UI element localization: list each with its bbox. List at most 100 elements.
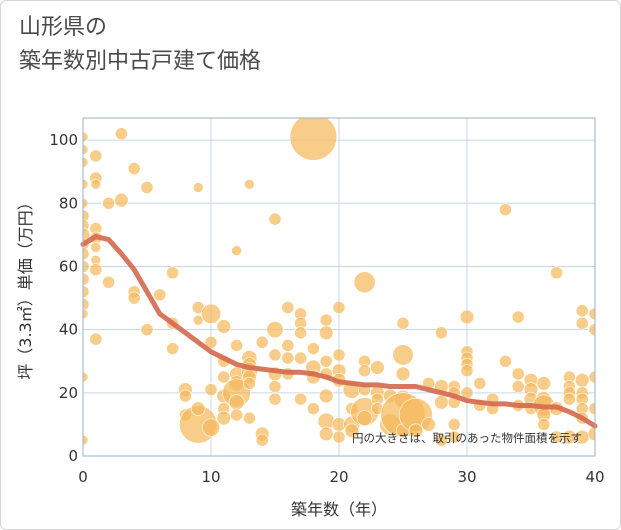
bubble-size-note: 円の大きさは、取引のあった物件面積を示す	[352, 431, 582, 445]
chart-title-line1: 山形県の	[19, 15, 108, 40]
bubble-point	[204, 335, 218, 349]
bubble-point	[83, 197, 89, 209]
bubble-point	[140, 323, 154, 337]
bubble-point	[459, 309, 475, 325]
bubble-point	[575, 316, 589, 330]
bubble-point	[140, 181, 154, 194]
bubble-point	[244, 179, 255, 190]
bubble-point	[201, 418, 221, 437]
bubble-point	[268, 392, 282, 406]
bubble-point	[587, 426, 595, 442]
chart-title-line2: 築年数別中古戸建て価格	[19, 49, 262, 74]
bubble-point	[435, 326, 448, 340]
bubble-point	[83, 272, 90, 286]
bubble-point	[344, 423, 360, 438]
bubble-point	[536, 376, 552, 391]
x-axis-label: 築年数（年）	[291, 500, 387, 519]
x-tick-label: 20	[329, 468, 348, 486]
x-tick-label: 10	[201, 468, 220, 486]
bubble-point	[370, 360, 385, 375]
bubble-point	[307, 342, 320, 355]
bubble-point	[511, 380, 525, 393]
bubble-point	[179, 389, 192, 403]
bubble-point	[166, 266, 179, 280]
bubble-point	[395, 366, 411, 382]
x-axis: 0 10 20 30 40	[78, 468, 604, 486]
bubble-point	[89, 263, 103, 277]
bubble-point	[230, 339, 243, 352]
bubble-point	[281, 339, 295, 352]
plot-border	[82, 117, 596, 457]
bubble-point	[83, 144, 89, 155]
y-tick-label: 100	[49, 131, 78, 149]
bubble-point	[83, 156, 89, 168]
bubble-point	[90, 242, 102, 253]
bubble-point	[231, 245, 242, 256]
bubble-point	[216, 319, 232, 334]
bubble-point	[83, 308, 89, 320]
y-axis: 0 20 40 60 80 100	[49, 131, 78, 465]
bubble-point	[319, 354, 333, 368]
trend-line	[80, 234, 598, 429]
bubble-point	[447, 430, 461, 444]
bubble-point	[408, 423, 424, 438]
bubble-point	[83, 179, 89, 190]
bubble-point	[83, 131, 89, 143]
bubble-point	[281, 301, 295, 314]
bubble-point	[281, 351, 295, 365]
bubble-point	[115, 127, 128, 141]
bubble-point	[216, 410, 232, 426]
chart-title: 山形県の 築年数別中古戸建て価格	[19, 11, 261, 79]
bubble-point	[550, 266, 563, 280]
bubble-point	[102, 196, 115, 210]
bubble-point	[114, 192, 129, 208]
bubble-point	[255, 433, 269, 447]
bubble-point	[575, 304, 589, 318]
bubble-point	[228, 394, 245, 411]
bubble-point	[318, 388, 334, 404]
bubble-point	[434, 395, 449, 410]
bubble-point	[318, 325, 334, 341]
bubble-point	[89, 332, 103, 346]
bubble-point	[319, 313, 333, 327]
bubble-point	[243, 411, 256, 425]
bubble-point	[192, 182, 204, 193]
bubble-point	[83, 371, 89, 383]
bubble-point	[356, 410, 373, 426]
x-tick-label: 0	[78, 468, 88, 486]
bubble-point	[447, 418, 461, 431]
bubble-point	[243, 376, 256, 390]
x-tick-label: 40	[585, 468, 604, 486]
bubble-point	[332, 301, 346, 314]
x-tick-label: 30	[457, 468, 476, 486]
bubble-point	[83, 297, 90, 311]
bubble-point	[307, 402, 320, 415]
bubble-point	[83, 247, 90, 261]
bubble-point	[294, 326, 307, 340]
bubble-point	[332, 348, 346, 362]
bubble-point	[460, 364, 474, 378]
bubble-point	[332, 430, 346, 444]
bubble-point	[537, 418, 551, 431]
bubble-point	[83, 260, 90, 273]
bubble-point	[563, 392, 576, 406]
bubble-point	[511, 367, 525, 381]
bubble-point	[153, 288, 167, 302]
bubble-point	[266, 321, 284, 339]
bubble-point	[200, 303, 222, 324]
bubble-point	[294, 392, 307, 406]
y-tick-label: 0	[68, 447, 78, 465]
bubble-point	[499, 354, 512, 368]
bubble-point	[318, 426, 334, 442]
bubble-point	[127, 162, 141, 175]
bubble-point	[230, 408, 243, 422]
bubble-point	[396, 316, 410, 330]
bubble-point	[89, 149, 103, 163]
y-tick-label: 60	[59, 257, 78, 275]
bubble-point	[268, 380, 282, 393]
bubble-point	[268, 348, 282, 362]
y-tick-label: 20	[59, 384, 78, 402]
bubble-point	[204, 383, 218, 397]
bubble-point	[102, 275, 115, 289]
